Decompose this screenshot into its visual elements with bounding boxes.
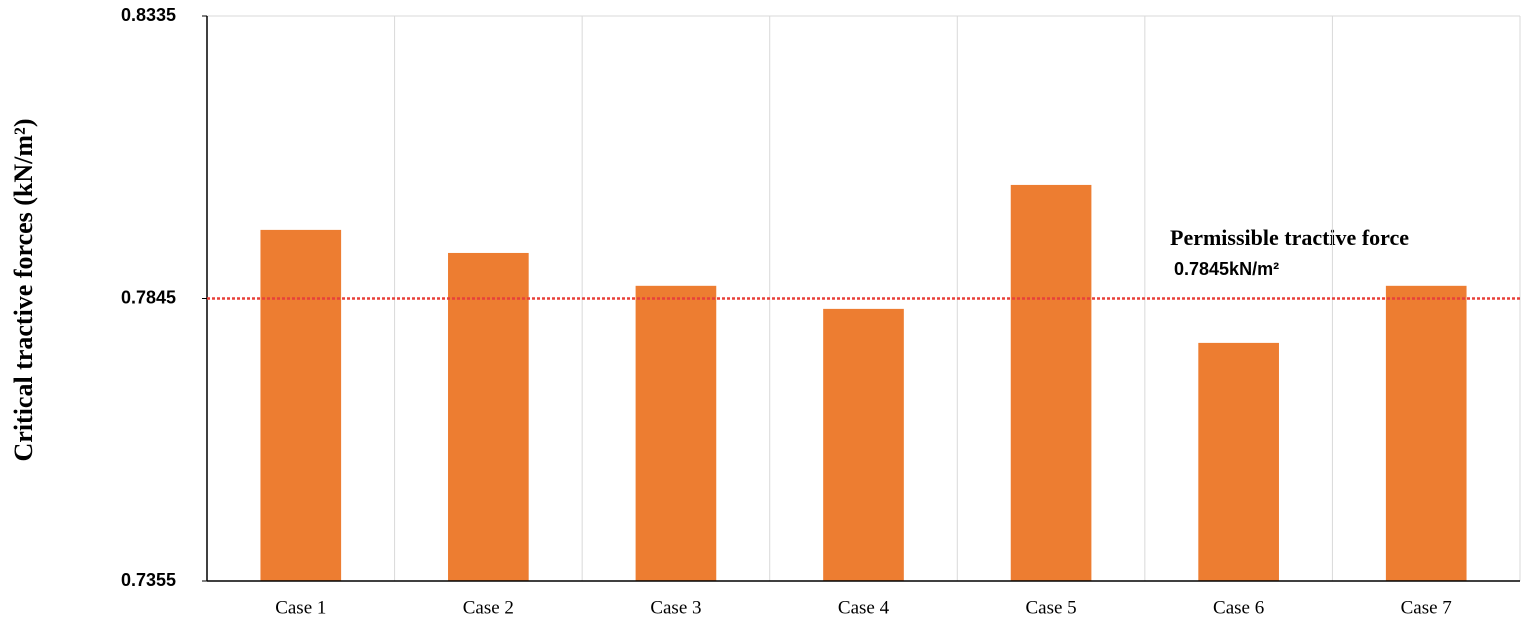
x-tick-label: Case 2 (463, 597, 514, 618)
x-tick-label: Case 3 (650, 597, 701, 618)
x-tick-label: Case 5 (1025, 597, 1076, 618)
bar (448, 252, 529, 581)
y-tick-label: 0.7355 (121, 570, 176, 590)
bar (1198, 342, 1279, 581)
bar (1385, 285, 1467, 581)
annotation: 0.7845kN/m² (1174, 259, 1279, 279)
bar (823, 308, 904, 581)
annotation: Permissible tractive force (1170, 225, 1409, 250)
x-tick-label: Case 7 (1401, 597, 1452, 618)
bar (635, 285, 717, 581)
y-axis-title: Critical tractive forces (kN/m²) (9, 118, 38, 461)
x-tick-label: Case 1 (275, 597, 326, 618)
y-tick-label: 0.7845 (121, 287, 176, 307)
y-tick-label: 0.8335 (121, 5, 176, 25)
bar (1010, 184, 1092, 581)
x-tick-label: Case 6 (1213, 597, 1264, 618)
x-tick-label: Case 4 (838, 597, 890, 618)
bar (260, 229, 342, 581)
